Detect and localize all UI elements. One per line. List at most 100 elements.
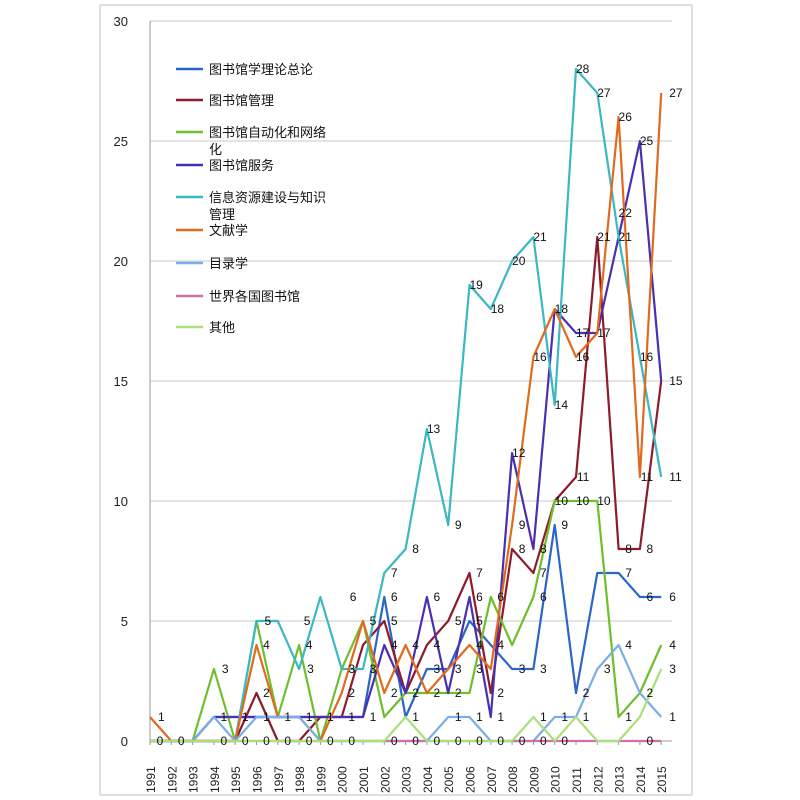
x-tick-label: 2006 <box>464 766 478 793</box>
data-label: 6 <box>497 590 504 604</box>
data-label: 13 <box>427 422 441 436</box>
data-label: 2 <box>497 686 504 700</box>
data-label: 4 <box>412 638 419 652</box>
data-label: 0 <box>221 734 228 748</box>
data-label: 1 <box>221 710 228 724</box>
data-label: 3 <box>348 662 355 676</box>
x-tick-label: 2005 <box>442 766 456 793</box>
x-tick-label: 1995 <box>229 766 243 793</box>
data-label: 9 <box>519 518 526 532</box>
data-label: 1 <box>370 710 377 724</box>
data-label: 17 <box>576 326 590 340</box>
y-tick-label: 20 <box>114 254 128 269</box>
x-axis-tick-labels: 1991 1992 1993 1994 1995 1996 1997 1998 1999 2000… <box>144 766 669 793</box>
data-label: 1 <box>284 710 291 724</box>
data-label: 16 <box>576 350 590 364</box>
x-tick-label: 1992 <box>165 766 179 793</box>
legend-label-5: 文献学 <box>209 223 248 239</box>
data-label: 26 <box>619 110 633 124</box>
data-label: 2 <box>412 686 419 700</box>
x-tick-label: 2000 <box>336 766 350 793</box>
data-label: 4 <box>669 638 676 652</box>
data-label: 18 <box>491 302 505 316</box>
data-label: 3 <box>222 662 229 676</box>
data-label: 7 <box>476 566 483 580</box>
data-label: 8 <box>647 542 654 556</box>
data-label: 1 <box>158 710 165 724</box>
x-tick-label: 1993 <box>187 766 201 793</box>
data-label: 2 <box>391 686 398 700</box>
data-label: 0 <box>157 734 164 748</box>
x-tick-label: 2014 <box>634 766 648 793</box>
data-label: 18 <box>555 302 569 316</box>
y-tick-label: 15 <box>114 374 128 389</box>
data-label: 21 <box>597 230 611 244</box>
data-label: 4 <box>625 638 632 652</box>
data-label: 1 <box>669 710 676 724</box>
data-label: 3 <box>519 662 526 676</box>
data-label: 0 <box>242 734 249 748</box>
data-label: 8 <box>540 542 547 556</box>
data-label: 16 <box>640 350 654 364</box>
data-label: 2 <box>434 686 441 700</box>
data-label: 15 <box>669 374 683 388</box>
x-tick-label: 2010 <box>549 766 563 793</box>
data-label: 3 <box>669 662 676 676</box>
data-label: 8 <box>519 542 526 556</box>
data-label: 12 <box>512 446 526 460</box>
x-tick-label: 2002 <box>378 766 392 793</box>
data-label: 1 <box>348 710 355 724</box>
data-label: 9 <box>455 518 462 532</box>
data-label: 6 <box>647 590 654 604</box>
x-tick-label: 2001 <box>357 766 371 793</box>
data-label: 20 <box>512 254 526 268</box>
data-label: 5 <box>391 614 398 628</box>
x-tick-label: 1997 <box>272 766 286 793</box>
data-label: 0 <box>540 734 547 748</box>
x-tick-label: 2008 <box>506 766 520 793</box>
data-label: 1 <box>327 710 334 724</box>
x-tick-label: 2012 <box>591 766 605 793</box>
data-label: 4 <box>497 638 504 652</box>
legend-label-2: 图书馆自动化和网络 <box>209 125 326 141</box>
legend-label-4: 信息资源建设与知识 <box>209 190 326 206</box>
data-label: 0 <box>391 734 398 748</box>
chart-frame <box>99 4 693 796</box>
data-label: 3 <box>540 662 547 676</box>
x-tick-label: 1998 <box>293 766 307 793</box>
data-label: 8 <box>625 542 632 556</box>
legend-label-7: 世界各国图书馆 <box>209 289 300 305</box>
data-label: 6 <box>669 590 676 604</box>
data-label: 1 <box>540 710 547 724</box>
data-label: 4 <box>263 638 270 652</box>
x-tick-label: 2004 <box>421 766 435 793</box>
x-tick-label: 2009 <box>527 766 541 793</box>
data-label: 5 <box>265 614 272 628</box>
x-tick-label: 2013 <box>613 766 627 793</box>
data-label: 0 <box>327 734 334 748</box>
data-label: 4 <box>391 638 398 652</box>
data-label: 6 <box>350 590 357 604</box>
y-tick-label: 5 <box>121 614 128 629</box>
x-tick-label: 1996 <box>251 766 265 793</box>
data-label: 7 <box>625 566 632 580</box>
data-label: 1 <box>497 710 504 724</box>
data-label: 4 <box>476 638 483 652</box>
data-label: 10 <box>576 494 590 508</box>
data-label: 0 <box>348 734 355 748</box>
data-label: 4 <box>306 638 313 652</box>
gridlines <box>150 20 672 622</box>
x-tick-label: 2011 <box>570 767 584 793</box>
data-label: 0 <box>519 734 526 748</box>
data-label: 1 <box>412 710 419 724</box>
axes <box>99 4 693 796</box>
data-label: 0 <box>412 734 419 748</box>
legend-label-0: 图书馆学理论总论 <box>209 62 313 78</box>
data-label: 3 <box>604 662 611 676</box>
data-label: 1 <box>455 710 462 724</box>
data-label: 10 <box>555 494 569 508</box>
data-label: 25 <box>640 134 654 148</box>
data-label: 1 <box>561 710 568 724</box>
data-label: 3 <box>370 662 377 676</box>
